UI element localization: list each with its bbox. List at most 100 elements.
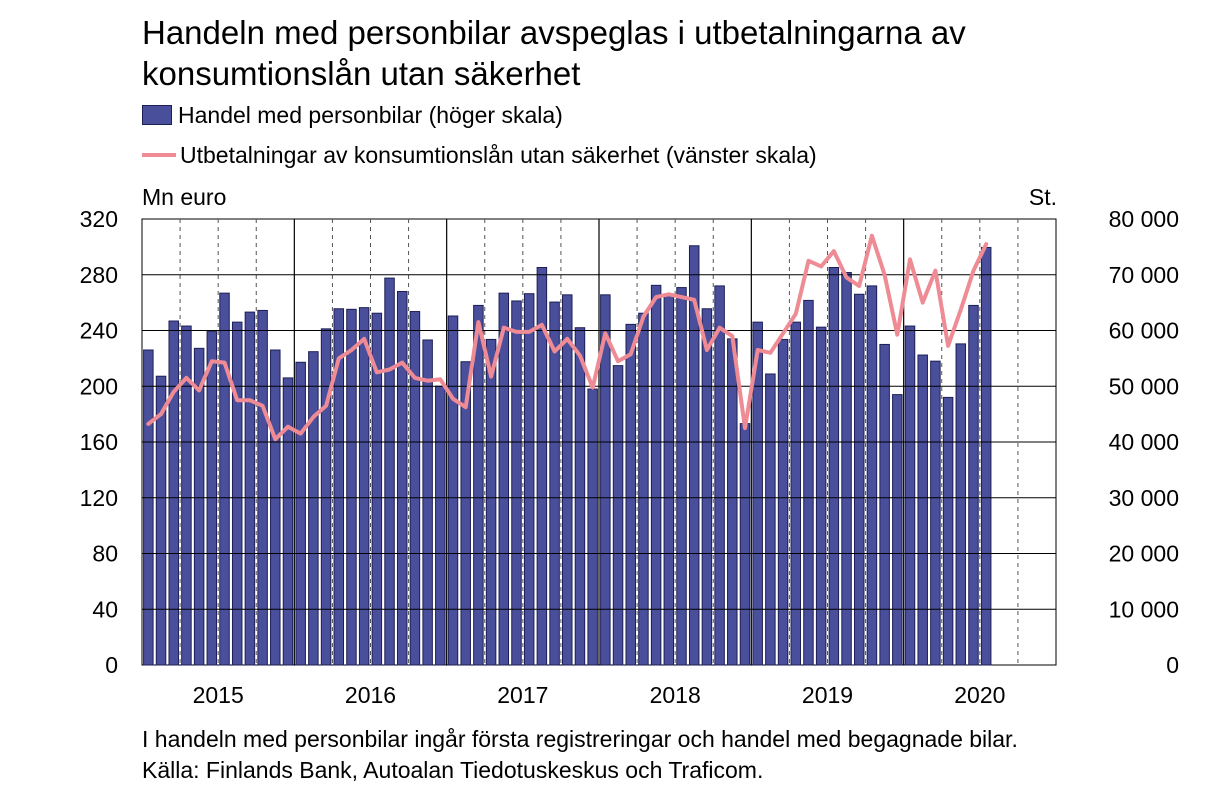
left-tick-label: 0 [105, 652, 118, 678]
right-tick-label: 50 000 [1109, 373, 1179, 399]
bar-car-trade [346, 308, 357, 666]
bar-car-trade [155, 375, 167, 666]
bar-car-trade [739, 423, 751, 666]
bar-car-trade [803, 299, 814, 666]
footnote: I handeln med personbilar ingår första r… [142, 724, 1018, 786]
bar-car-trade [181, 325, 192, 666]
bar-car-trade [244, 311, 256, 666]
bar-car-trade [231, 321, 243, 666]
bar-car-trade [143, 349, 154, 666]
bar-car-trade [904, 325, 916, 666]
left-tick-label: 120 [80, 485, 118, 511]
bar-car-trade [396, 290, 408, 666]
bar-car-trade [930, 360, 941, 666]
x-tick-label: 2016 [345, 682, 396, 708]
chart-plot: 0 0 40 10 000 80 20 000 120 30 000 160 40 000 200 5… [80, 206, 1179, 708]
x-tick-label: 2020 [954, 682, 1005, 708]
bar-car-trade [460, 361, 471, 666]
right-tick-label: 40 000 [1109, 429, 1179, 455]
legend-label-line: Utbetalningar av konsumtionslån utan säk… [180, 142, 817, 168]
bar-car-trade [219, 292, 230, 666]
left-tick-label: 160 [80, 429, 118, 455]
bar-car-trade [523, 293, 535, 666]
left-tick-label: 280 [80, 262, 118, 288]
bar-car-trade [168, 320, 179, 666]
bar-car-trade [600, 294, 611, 666]
x-tick-label: 2015 [193, 682, 244, 708]
bar-car-trade [193, 347, 205, 666]
bar-car-trade [485, 338, 497, 666]
bar-car-trade [638, 312, 649, 666]
left-tick-label: 40 [92, 596, 118, 622]
left-tick-label: 80 [92, 541, 118, 567]
right-tick-label: 60 000 [1109, 318, 1179, 344]
bar-car-trade [752, 321, 763, 666]
bar-car-trade [295, 361, 306, 666]
bar-car-trade [270, 349, 281, 666]
bar-car-trade [777, 338, 789, 666]
right-tick-label: 10 000 [1109, 596, 1179, 622]
bar-car-trade [308, 351, 319, 666]
bar-car-trade [587, 388, 598, 666]
bar-car-trade [828, 267, 840, 666]
bar-car-trade [282, 377, 294, 666]
right-tick-label: 20 000 [1109, 541, 1179, 567]
legend-item-bars: Handel med personbilar (höger skala) [142, 100, 563, 130]
right-tick-label: 0 [1166, 652, 1179, 678]
bar-car-trade [688, 245, 700, 666]
bar-car-trade [701, 308, 713, 666]
bar-car-trade [257, 309, 268, 666]
right-axis-unit: St. [1028, 184, 1057, 210]
bar-car-trade [549, 301, 560, 666]
right-tick-label: 80 000 [1109, 206, 1179, 232]
line-consumer-loans [146, 233, 989, 442]
legend-line-swatch [142, 153, 176, 157]
x-tick-label: 2019 [802, 682, 853, 708]
bar-car-trade [892, 394, 903, 666]
left-tick-label: 240 [80, 318, 118, 344]
bar-car-trade [917, 354, 928, 666]
bar-car-trade [384, 277, 395, 666]
bar-car-trade [790, 321, 802, 666]
left-tick-label: 200 [80, 373, 118, 399]
footnote-line-1: I handeln med personbilar ingår första r… [142, 726, 1018, 752]
x-tick-label: 2018 [650, 682, 701, 708]
bar-car-trade [955, 343, 967, 666]
x-tick-label: 2017 [497, 682, 548, 708]
bar-car-trade [714, 285, 725, 666]
bar-car-trade [866, 285, 878, 666]
bar-car-trade [968, 304, 979, 666]
left-tick-label: 320 [80, 206, 118, 232]
bar-car-trade [422, 339, 433, 666]
bar-car-trade [511, 300, 522, 666]
chart-title: Handeln med personbilar avspeglas i utbe… [142, 14, 966, 92]
bar-car-trade [765, 373, 776, 666]
right-tick-label: 70 000 [1109, 262, 1179, 288]
left-axis-unit: Mn euro [142, 184, 227, 210]
legend-label-bars: Handel med personbilar (höger skala) [178, 102, 563, 128]
bar-car-trade [853, 293, 865, 666]
bar-car-trade [435, 385, 446, 666]
bar-car-trade [980, 246, 992, 666]
bar-car-trade [333, 308, 345, 666]
bar-car-trade [942, 396, 954, 666]
bar-car-trade [612, 365, 624, 666]
bar-car-trade [650, 284, 662, 666]
footnote-source: Källa: Finlands Bank, Autoalan Tiedotusk… [142, 757, 764, 783]
bar-car-trade [447, 315, 459, 666]
bar-car-trade [409, 311, 421, 666]
bar-car-trade [676, 287, 687, 666]
bar-car-trade [536, 267, 548, 666]
bar-car-trade [574, 327, 586, 666]
bar-car-trade [371, 312, 383, 666]
bar-car-trade [625, 323, 636, 666]
legend-bar-swatch [142, 105, 172, 125]
bar-car-trade [562, 294, 573, 666]
bar-car-trade [879, 343, 890, 666]
bar-car-trade [473, 304, 484, 666]
bar-car-trade [358, 307, 370, 666]
bar-car-trade [815, 326, 827, 666]
right-tick-label: 30 000 [1109, 485, 1179, 511]
legend-item-line: Utbetalningar av konsumtionslån utan säk… [142, 140, 817, 170]
bar-car-trade [498, 292, 510, 666]
